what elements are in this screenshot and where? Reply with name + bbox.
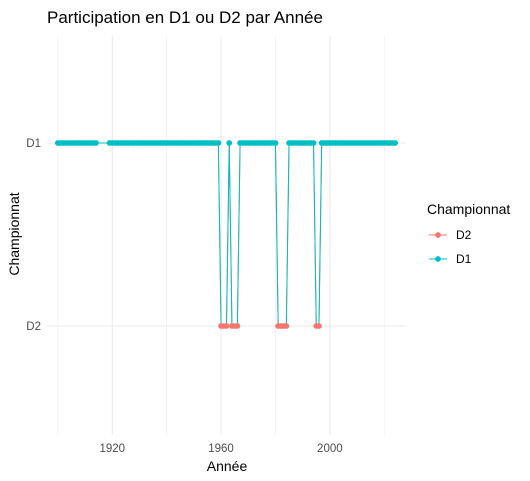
x-axis-ticks: 1920 1960 2000 [99,443,342,455]
legend-title: Championnat [427,201,510,217]
legend-items: D2 D1 [429,228,472,266]
point-d2 [234,323,241,329]
y-tick-label: D2 [26,321,41,333]
y-axis-title: Championnat [6,192,22,275]
point-d2 [316,323,322,329]
series-lines [57,142,396,327]
chart-title: Participation en D1 ou D2 par Année [47,8,323,27]
legend-label-d2: D2 [456,228,472,242]
legend: Championnat D2 D1 [427,201,510,266]
y-tick-label: D1 [26,138,41,150]
series-line-d1 [57,142,396,327]
point-d1 [272,140,279,146]
point-d1 [226,140,233,146]
point-d1 [310,140,317,146]
point-d1 [93,140,99,146]
point-d2 [283,323,290,329]
x-tick-label: 1960 [208,443,234,455]
legend-key-point-d2 [435,232,441,238]
point-d2 [223,323,230,329]
grid [47,36,406,435]
x-axis-title: Année [207,458,248,474]
legend-label-d1: D1 [456,252,472,266]
x-tick-label: 2000 [317,443,343,455]
point-d1 [392,140,399,146]
point-d1 [215,140,222,146]
x-tick-label: 1920 [99,443,125,455]
series-points [54,140,399,329]
y-axis-ticks: D2 D1 [26,138,41,333]
legend-key-point-d1 [435,256,441,262]
